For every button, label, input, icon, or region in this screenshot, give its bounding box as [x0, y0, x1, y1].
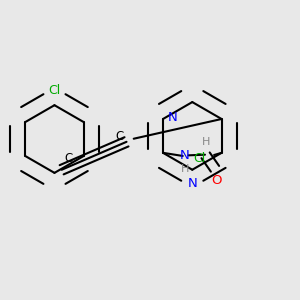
Text: H: H	[181, 164, 189, 174]
Text: N: N	[179, 149, 189, 162]
Text: C: C	[64, 152, 72, 165]
Text: H: H	[201, 136, 210, 147]
Text: N: N	[168, 111, 178, 124]
Text: O: O	[211, 174, 221, 187]
Text: Cl: Cl	[48, 84, 61, 98]
Text: Cl: Cl	[194, 152, 206, 165]
Text: N: N	[188, 177, 198, 190]
Text: C: C	[116, 130, 124, 143]
